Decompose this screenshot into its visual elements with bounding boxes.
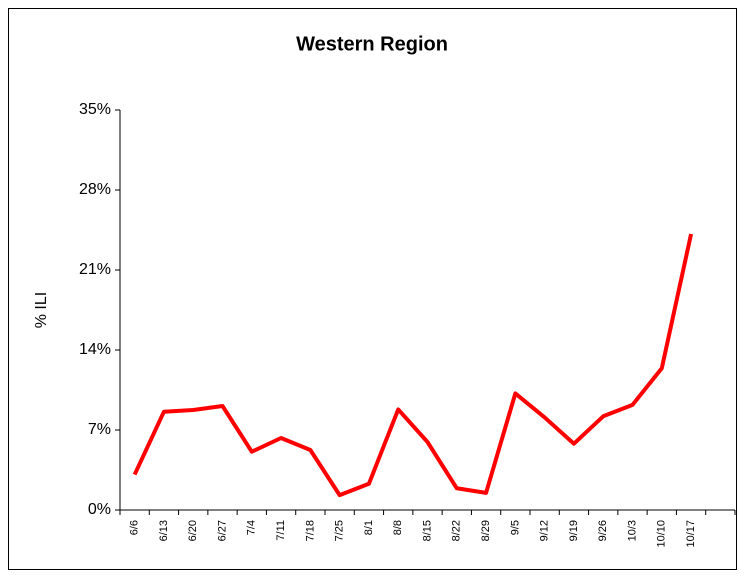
data-line bbox=[132, 233, 694, 498]
x-tick-label: 8/22 bbox=[451, 520, 463, 541]
x-tick-label: 10/17 bbox=[685, 520, 697, 548]
x-tick-label: 7/18 bbox=[304, 520, 316, 541]
x-tick-label: 8/8 bbox=[392, 520, 404, 535]
x-tick-label: 6/13 bbox=[158, 520, 170, 541]
x-tick-label: 7/11 bbox=[275, 520, 287, 541]
x-tick-label: 8/1 bbox=[363, 520, 375, 535]
x-tick-label: 9/5 bbox=[509, 520, 521, 535]
y-tick-label: 21% bbox=[79, 261, 111, 278]
x-tick-label: 6/6 bbox=[129, 520, 141, 535]
chart-border bbox=[8, 8, 737, 570]
x-tick-label: 6/27 bbox=[216, 520, 228, 541]
x-tick-label: 8/15 bbox=[421, 520, 433, 541]
y-tick-label: 7% bbox=[88, 421, 111, 438]
x-tick-label: 9/19 bbox=[568, 520, 580, 541]
x-tick-label: 9/26 bbox=[597, 520, 609, 541]
y-tick-label: 35% bbox=[79, 101, 111, 118]
x-tick-label: 8/29 bbox=[480, 520, 492, 541]
x-tick-label: 9/12 bbox=[539, 520, 551, 541]
y-axis-label: % ILI bbox=[33, 292, 50, 328]
x-tick-label: 7/4 bbox=[246, 520, 258, 535]
x-tick-label: 10/10 bbox=[656, 520, 668, 548]
y-tick-label: 0% bbox=[88, 501, 111, 518]
y-tick-label: 28% bbox=[79, 181, 111, 198]
x-tick-label: 10/3 bbox=[626, 520, 638, 541]
y-tick-label: 14% bbox=[79, 341, 111, 358]
x-tick-label: 7/25 bbox=[334, 520, 346, 541]
x-tick-label: 6/20 bbox=[187, 520, 199, 541]
chart-title: Western Region bbox=[296, 33, 448, 55]
